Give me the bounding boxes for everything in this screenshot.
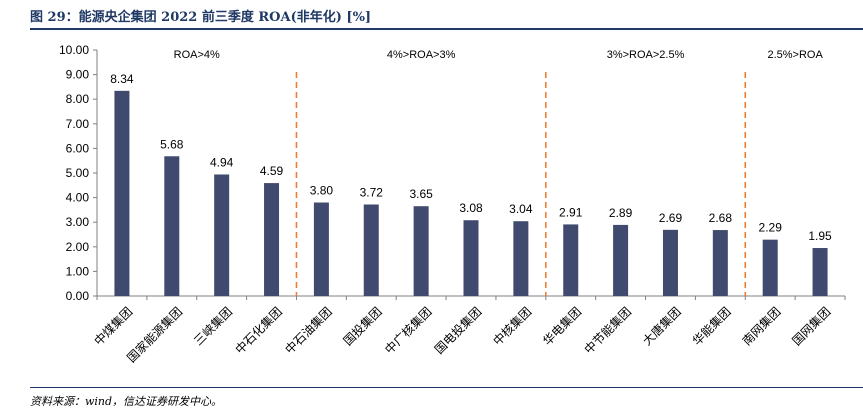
group-label: 2.5%>ROA — [767, 49, 823, 61]
y-tick-label: 5.00 — [66, 166, 90, 180]
data-label: 2.91 — [559, 205, 583, 219]
title-rule — [30, 28, 863, 30]
category-label: 中石化集团 — [232, 304, 285, 357]
y-tick-label: 3.00 — [66, 215, 90, 229]
bar — [662, 229, 678, 296]
data-label: 2.68 — [709, 211, 733, 225]
bar — [363, 204, 379, 296]
bar — [264, 183, 280, 296]
data-label: 2.89 — [609, 206, 633, 220]
bar — [613, 224, 629, 296]
category-label: 中节能集团 — [581, 304, 634, 357]
category-label: 三峡集团 — [190, 304, 235, 349]
bar — [114, 90, 130, 296]
data-label: 3.08 — [459, 201, 483, 215]
category-label: 中煤集团 — [91, 304, 136, 349]
roa-bar-chart: 0.00 1.00 2.00 3.00 4.00 5.00 6.00 7.00 8.00 9.00… — [59, 43, 846, 365]
category-label: 中广核集团 — [381, 304, 434, 357]
data-label: 4.59 — [260, 164, 284, 178]
y-tick-label: 4.00 — [66, 191, 90, 205]
data-label: 2.69 — [659, 211, 683, 225]
figure-title: 图 29：能源央企集团 2022 前三季度 ROA(非年化) [%] — [30, 10, 372, 25]
footer-rule — [30, 387, 863, 388]
y-tick-label: 8.00 — [66, 92, 90, 106]
category-label: 华电集团 — [540, 304, 585, 349]
y-tick-label: 7.00 — [66, 117, 90, 131]
y-tick-label: 0.00 — [66, 289, 90, 303]
bar — [712, 230, 728, 296]
group-label: ROA>4% — [174, 49, 220, 61]
category-label: 华能集团 — [689, 304, 734, 349]
group-label: 3%>ROA>2.5% — [607, 49, 685, 61]
category-label: 南网集团 — [739, 304, 784, 349]
category-label: 国投集团 — [340, 304, 385, 349]
data-label: 1.95 — [808, 229, 832, 243]
bar — [164, 156, 180, 296]
category-label: 中核集团 — [490, 304, 535, 349]
category-label: 大唐集团 — [639, 304, 684, 349]
data-label: 3.80 — [310, 184, 334, 198]
bar — [762, 239, 778, 296]
y-tick-label: 6.00 — [66, 141, 90, 155]
bar — [563, 224, 579, 296]
bar — [463, 220, 479, 296]
category-label: 国电投集团 — [431, 304, 484, 357]
bar — [214, 174, 230, 296]
group-label: 4%>ROA>3% — [387, 49, 456, 61]
data-label: 8.34 — [110, 72, 134, 86]
data-label: 3.72 — [360, 185, 384, 199]
title-bar: 图 29：能源央企集团 2022 前三季度 ROA(非年化) [%] — [0, 0, 863, 30]
data-label: 3.04 — [509, 202, 533, 216]
data-label: 5.68 — [160, 137, 184, 151]
y-tick-label: 10.00 — [59, 43, 89, 57]
bar — [313, 202, 329, 296]
y-tick-label: 1.00 — [66, 264, 90, 278]
y-tick-label: 9.00 — [66, 68, 90, 82]
data-label: 2.29 — [759, 221, 783, 235]
source-note: 资料来源：wind，信达证券研发中心。 — [30, 395, 223, 408]
category-label: 国网集团 — [789, 304, 834, 349]
category-label: 中石油集团 — [282, 304, 335, 357]
data-label: 4.94 — [210, 155, 234, 169]
bar — [812, 248, 828, 296]
data-label: 3.65 — [409, 187, 433, 201]
bar — [513, 221, 529, 296]
bar — [413, 206, 429, 296]
y-tick-label: 2.00 — [66, 240, 90, 254]
